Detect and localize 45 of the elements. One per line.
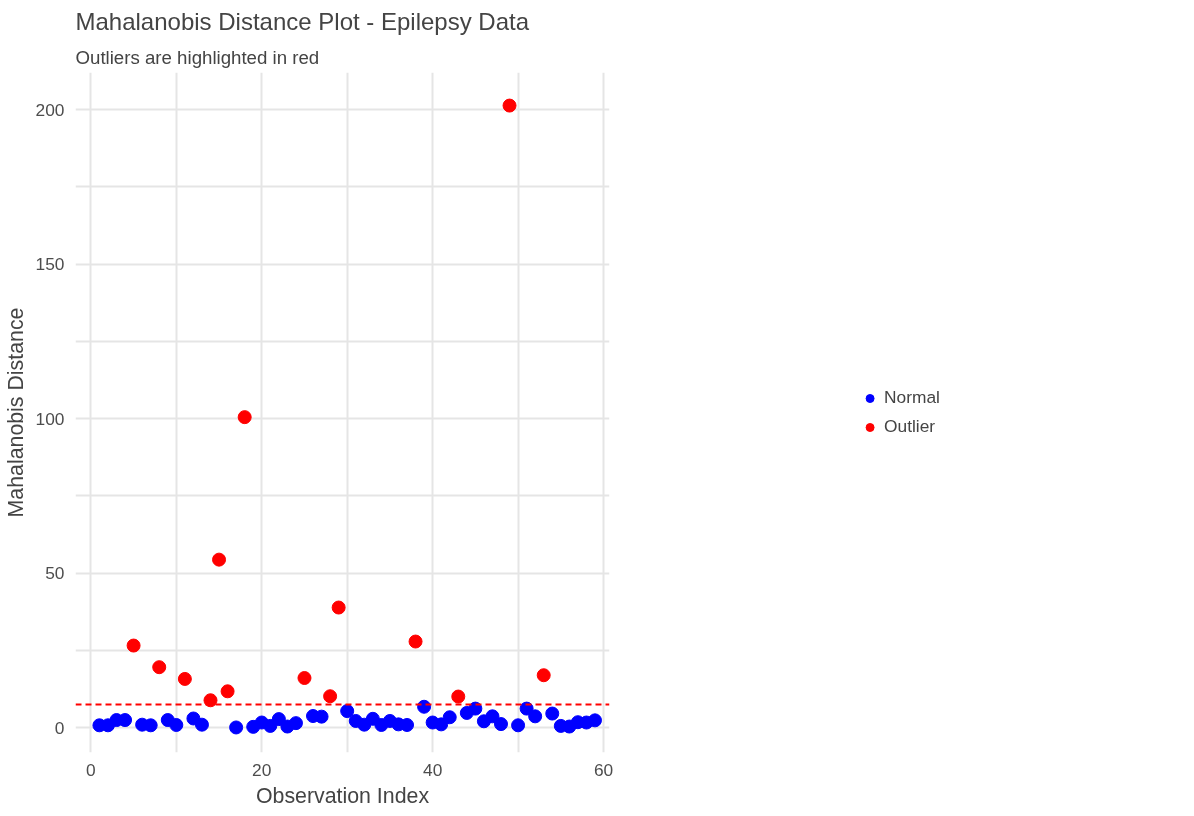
x-tick-label: 40	[423, 759, 443, 780]
y-tick-label: 150	[35, 254, 65, 275]
chart-title: Mahalanobis Distance Plot - Epilepsy Data	[75, 7, 530, 35]
point	[194, 717, 209, 732]
legend-label: Normal	[884, 387, 940, 408]
point	[212, 552, 227, 567]
point	[408, 634, 423, 649]
point	[511, 718, 526, 733]
y-tick-label: 100	[35, 408, 65, 429]
point	[587, 713, 602, 728]
point	[126, 638, 141, 653]
point	[485, 709, 500, 724]
x-tick-label: 20	[252, 759, 272, 780]
legend-label: Outlier	[884, 416, 936, 437]
point	[400, 718, 415, 732]
point	[536, 668, 551, 683]
x-axis-title: Observation Index	[255, 783, 430, 808]
point	[297, 671, 312, 685]
point	[528, 709, 543, 724]
point	[203, 693, 218, 708]
point	[468, 701, 483, 716]
point	[229, 720, 244, 735]
point	[169, 718, 184, 732]
chart-subtitle: Outliers are highlighted in red	[75, 46, 320, 68]
y-tick-label: 200	[35, 99, 65, 120]
point	[502, 98, 517, 113]
point	[288, 716, 303, 731]
y-axis-title: Mahalanobis Distance	[3, 307, 28, 518]
point	[340, 704, 355, 719]
point	[220, 684, 235, 699]
x-tick-label: 0	[86, 759, 96, 780]
y-tick-label: 0	[54, 717, 65, 738]
point	[323, 689, 338, 704]
y-tick-label: 50	[45, 563, 65, 584]
point	[451, 689, 466, 704]
point	[237, 410, 252, 425]
point	[271, 712, 286, 727]
x-tick-label: 60	[593, 759, 614, 780]
point	[493, 717, 508, 732]
point	[152, 660, 167, 675]
point	[331, 600, 346, 615]
point	[545, 706, 560, 721]
point	[177, 671, 192, 686]
point	[442, 710, 457, 725]
point	[118, 713, 133, 728]
